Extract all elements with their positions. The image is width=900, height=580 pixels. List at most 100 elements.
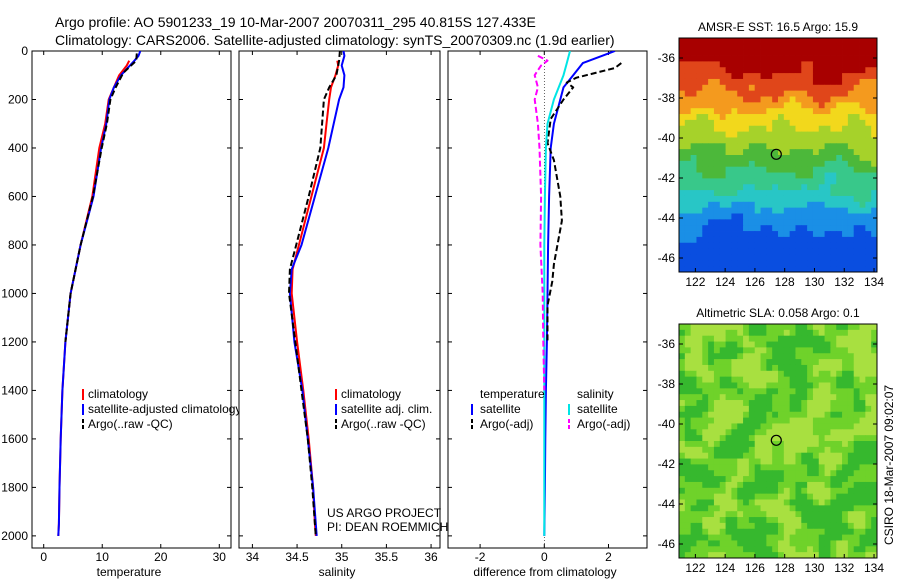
map-cell	[725, 38, 732, 45]
map-cell	[766, 435, 773, 442]
map-cell	[708, 178, 715, 185]
map-cell	[766, 347, 773, 354]
map-cell	[853, 435, 860, 442]
map-cell	[731, 329, 738, 337]
map-cell	[842, 213, 849, 220]
map-cell	[812, 522, 820, 530]
map-cell	[725, 388, 732, 395]
map-cell	[789, 231, 796, 238]
map-cell	[713, 347, 721, 354]
map-cell	[690, 49, 697, 56]
map-cell	[847, 155, 855, 162]
map-cell	[818, 464, 825, 471]
map-cell	[783, 481, 791, 489]
map-cell	[836, 160, 843, 168]
map-x-tick-label: 132	[834, 275, 854, 289]
map-cell	[783, 160, 791, 168]
map-cell	[824, 470, 831, 477]
map-cell	[824, 534, 831, 541]
map-cell	[725, 207, 732, 214]
salinity-series	[288, 51, 346, 536]
sst-map-cells	[679, 38, 878, 273]
map-cell	[748, 329, 756, 337]
map-cell	[772, 231, 779, 238]
map-cell	[760, 254, 767, 261]
map-cell	[871, 102, 878, 109]
map-cell	[795, 517, 802, 524]
map-cell	[783, 324, 791, 331]
map-cell	[743, 84, 750, 92]
map-cell	[818, 125, 825, 132]
map-cell	[696, 534, 703, 541]
map-cell	[679, 452, 686, 459]
map-cell	[783, 522, 791, 530]
map-cell	[865, 522, 872, 530]
map-cell	[778, 266, 785, 273]
map-cell	[737, 49, 744, 56]
map-cell	[789, 143, 796, 150]
map-cell	[702, 528, 709, 535]
map-cell	[731, 546, 738, 553]
map-cell	[853, 534, 860, 541]
map-cell	[696, 43, 703, 51]
map-cell	[853, 341, 860, 348]
map-cell	[772, 388, 779, 395]
map-x-tick-label: 128	[775, 561, 795, 575]
map-cell	[801, 102, 808, 109]
map-cell	[824, 511, 831, 518]
map-cell	[725, 160, 732, 168]
map-cell	[713, 242, 721, 249]
map-cell	[789, 102, 796, 109]
map-cell	[702, 73, 709, 80]
map-cell	[725, 195, 732, 203]
map-cell	[708, 254, 715, 261]
map-cell	[789, 370, 796, 378]
map-cell	[801, 195, 808, 203]
map-cell	[818, 394, 825, 401]
map-cell	[760, 335, 767, 342]
map-cell	[818, 335, 825, 342]
map-cell	[725, 55, 732, 62]
map-cell	[719, 254, 726, 261]
map-cell	[713, 90, 721, 97]
map-cell	[789, 137, 796, 144]
map-cell	[778, 417, 785, 424]
map-cell	[807, 417, 814, 424]
legend-label: Argo(-adj)	[480, 417, 533, 431]
map-cell	[748, 260, 756, 267]
map-cell	[812, 534, 820, 541]
map-cell	[702, 446, 709, 454]
map-cell	[859, 67, 866, 74]
map-cell	[778, 137, 785, 144]
map-cell	[818, 102, 825, 109]
map-cell	[737, 143, 744, 150]
map-cell	[743, 55, 750, 62]
map-cell	[830, 178, 837, 185]
map-cell	[690, 242, 697, 249]
map-cell	[830, 137, 837, 144]
map-cell	[807, 90, 814, 97]
map-cell	[696, 61, 703, 68]
map-cell	[807, 546, 814, 553]
map-cell	[853, 347, 860, 354]
map-cell	[853, 552, 860, 559]
map-cell	[754, 446, 761, 454]
map-cell	[772, 446, 779, 454]
map-cell	[842, 131, 849, 138]
map-cell	[708, 528, 715, 535]
map-y-tick-label: -38	[658, 91, 676, 105]
map-cell	[702, 43, 709, 51]
map-cell	[801, 78, 808, 86]
map-cell	[842, 446, 849, 454]
map-cell	[842, 476, 849, 483]
map-cell	[731, 370, 738, 378]
map-cell	[801, 125, 808, 132]
map-cell	[725, 364, 732, 372]
map-cell	[830, 341, 837, 348]
map-cell	[702, 90, 709, 97]
map-cell	[760, 522, 767, 530]
map-cell	[795, 370, 802, 378]
map-cell	[789, 49, 796, 56]
map-cell	[818, 219, 825, 226]
map-cell	[760, 388, 767, 395]
